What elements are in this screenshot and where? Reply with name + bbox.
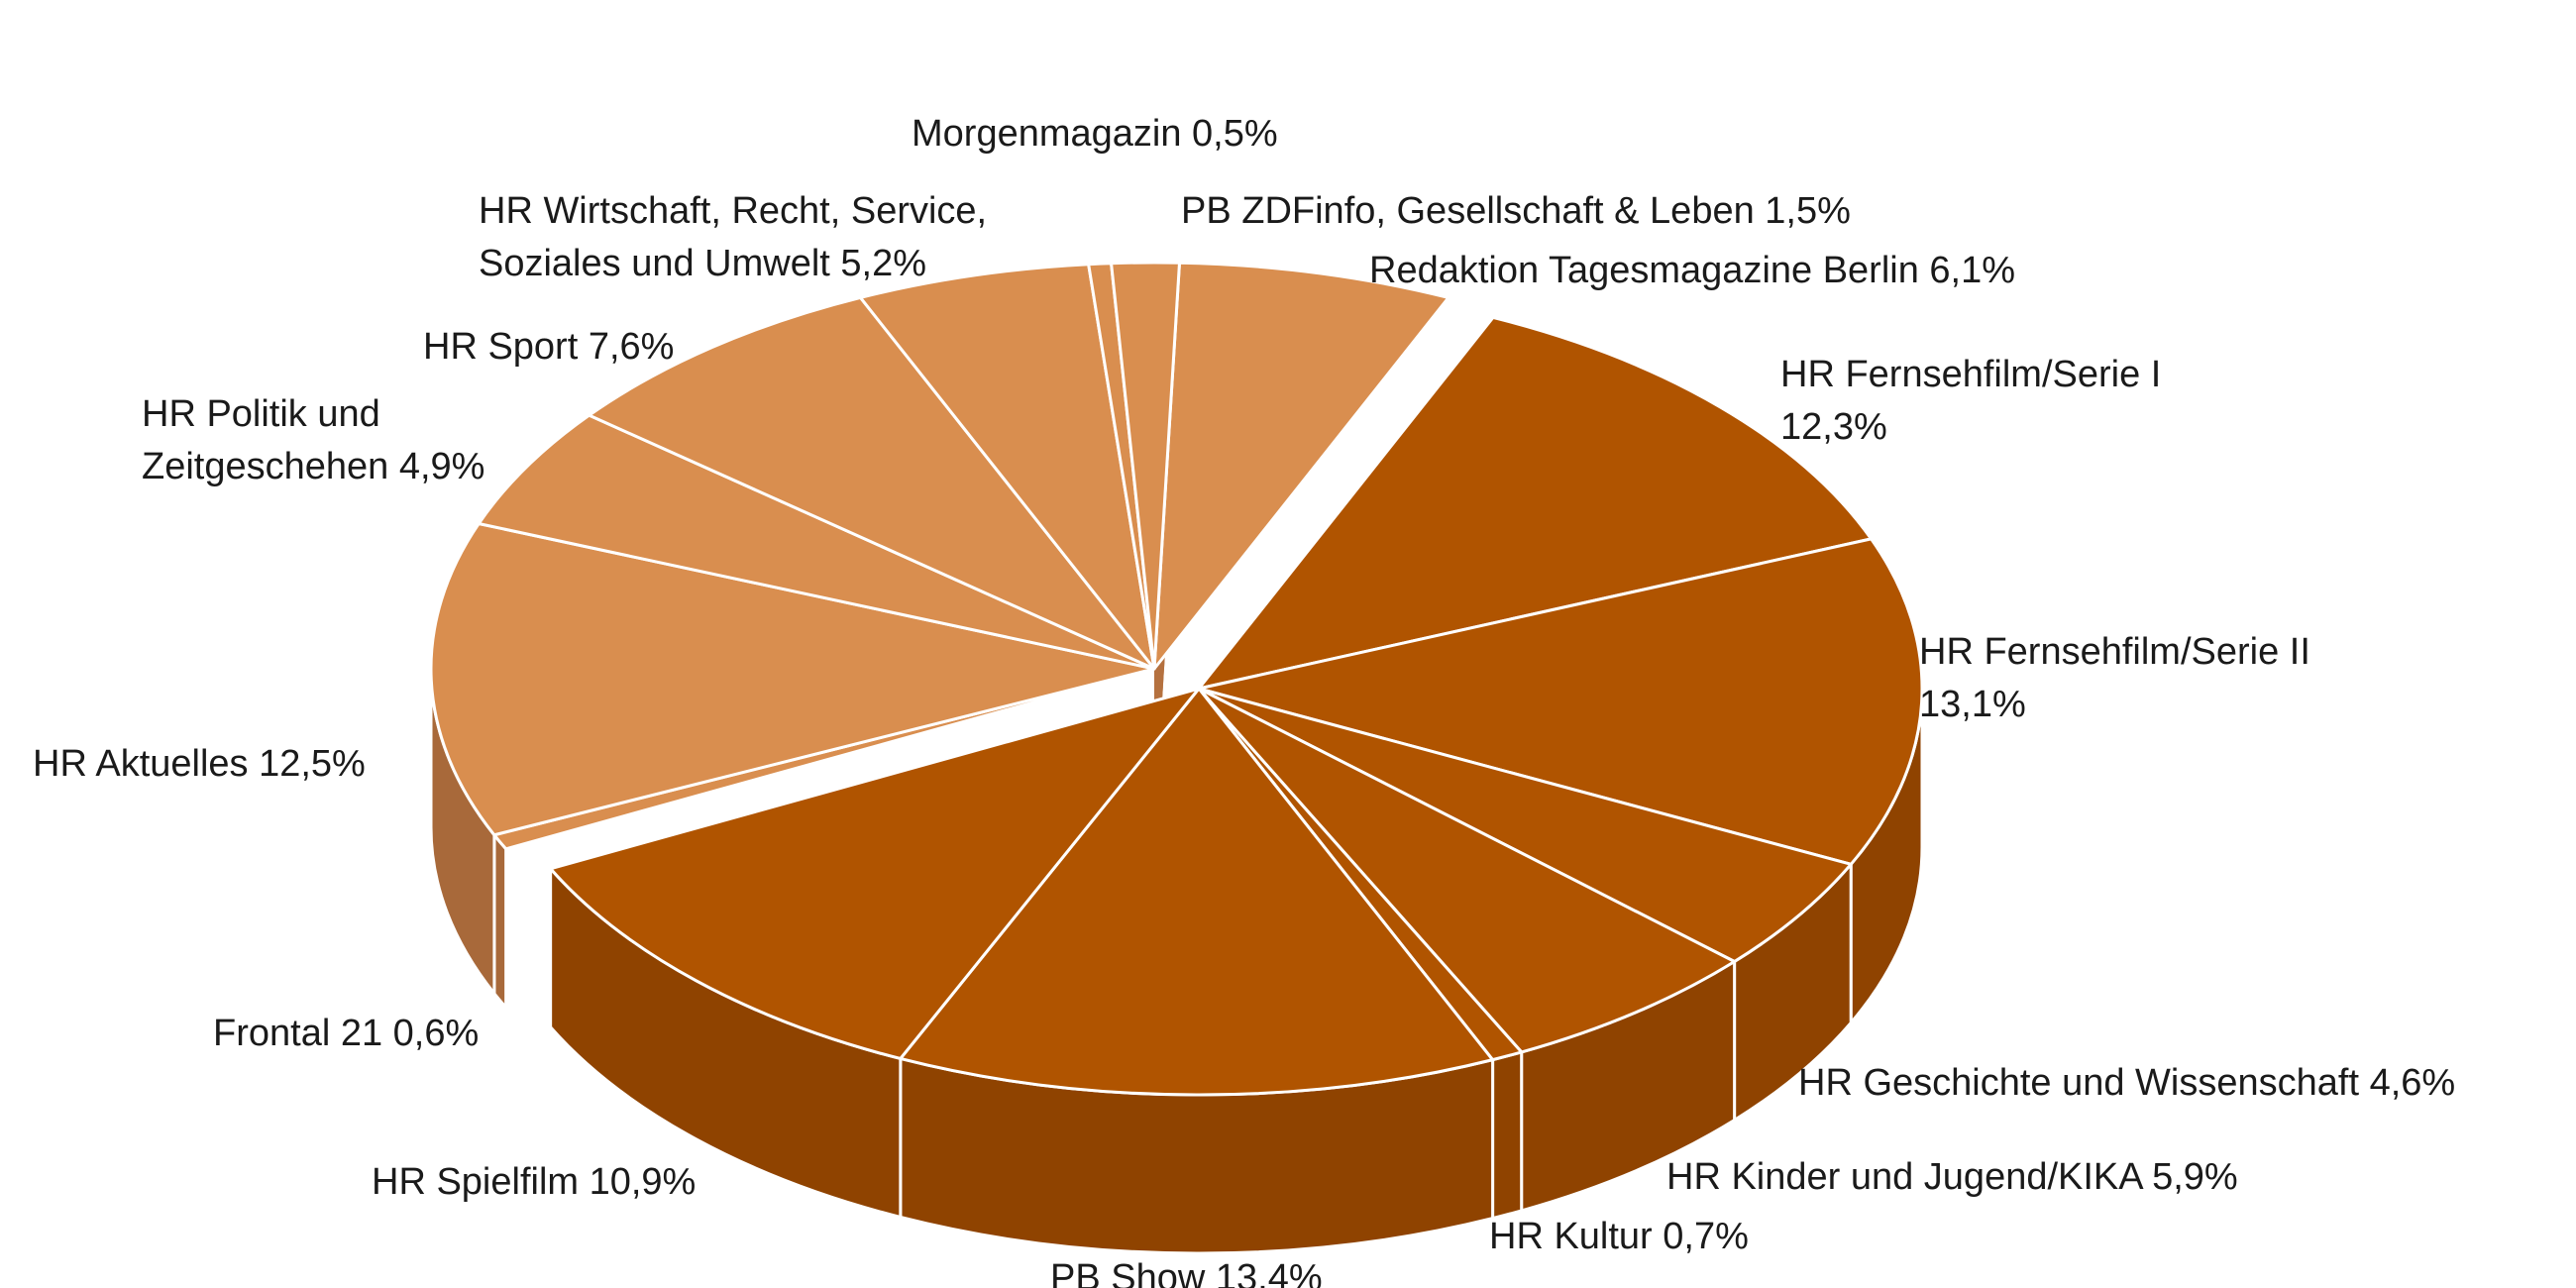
label-pb-zdfinfo: PB ZDFinfo, Gesellschaft & Leben 1,5% — [1181, 190, 1851, 232]
slice-6 — [899, 687, 1495, 1097]
pie-slices — [429, 261, 1924, 1255]
label-frontal-21: Frontal 21 0,6% — [213, 1013, 479, 1054]
label-hr-sport: HR Sport 7,6% — [423, 326, 674, 368]
slice-3 — [1197, 687, 1853, 964]
label-morgenmagazin: Morgenmagazin 0,5% — [912, 113, 1278, 155]
slice-2 — [1197, 537, 1924, 866]
label-hr-kinder-und-jugend-kika: HR Kinder und Jugend/KIKA 5,9% — [1666, 1156, 2238, 1198]
label-hr-politik: HR Politik und — [142, 393, 380, 435]
label-hr-geschichte-und-wissenschaft: HR Geschichte und Wissenschaft 4,6% — [1798, 1062, 2455, 1104]
slice-4 — [1197, 687, 1737, 1054]
label-pb-show: PB Show 13,4% — [1050, 1257, 1323, 1288]
label-hr-spielfilm: HR Spielfilm 10,9% — [372, 1161, 696, 1203]
slice-7 — [549, 687, 1201, 1060]
slice-10 — [477, 413, 1156, 671]
label-hr-fernsehfilm-serie-1-value: 12,3% — [1780, 406, 1887, 448]
slice-side-5 — [1491, 1049, 1524, 1221]
slice-12 — [858, 263, 1156, 671]
label-hr-fernsehfilm-serie-2: HR Fernsehfilm/Serie II — [1919, 631, 2310, 673]
slice-9 — [429, 521, 1156, 837]
slice-1 — [1197, 315, 1874, 691]
label-redaktion-tagesmagazine-berlin: Redaktion Tagesmagazine Berlin 6,1% — [1369, 250, 2015, 291]
label-hr-politik-value: Zeitgeschehen 4,9% — [142, 446, 484, 487]
label-hr-aktuelles: HR Aktuelles 12,5% — [33, 743, 366, 785]
pie-top-faces — [429, 261, 1924, 1097]
slice-labels: Redaktion Tagesmagazine Berlin 6,1% HR F… — [33, 113, 2455, 1288]
slice-side-8 — [492, 830, 508, 1012]
slice-0 — [1152, 261, 1450, 671]
label-hr-wirtschaft: HR Wirtschaft, Recht, Service, — [479, 190, 987, 232]
slice-14 — [1110, 261, 1181, 671]
label-hr-fernsehfilm-serie-2-value: 13,1% — [1919, 684, 2026, 725]
label-hr-fernsehfilm-serie-1: HR Fernsehfilm/Serie I — [1780, 354, 2161, 395]
label-hr-wirtschaft-value: Soziales und Umwelt 5,2% — [479, 243, 926, 284]
slice-11 — [588, 295, 1156, 671]
label-hr-kultur: HR Kultur 0,7% — [1489, 1216, 1749, 1257]
